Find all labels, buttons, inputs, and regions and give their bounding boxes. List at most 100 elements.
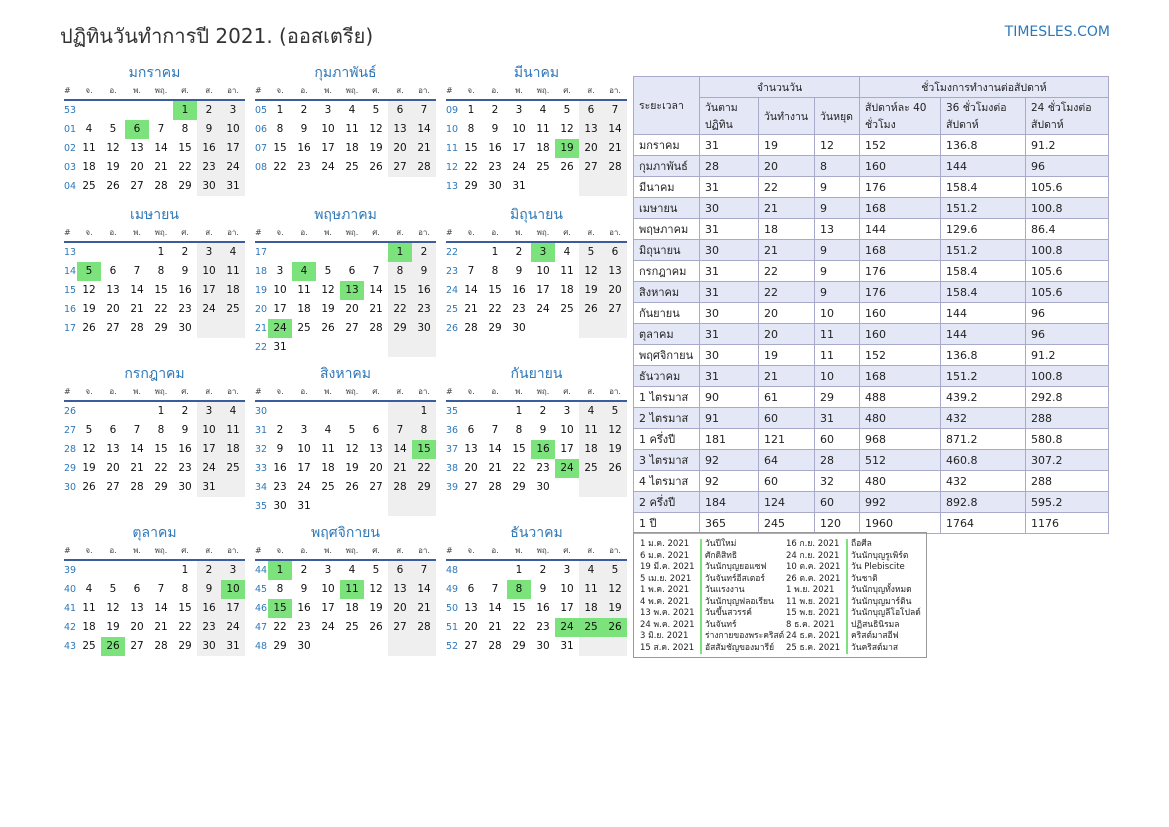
weekday-header: # จ. อ. พ. พฤ. ศ. ส. อา. — [64, 384, 245, 402]
table-cell: 22 — [758, 176, 815, 198]
day-cell: 14 — [603, 120, 627, 139]
weekday-label: อ. — [300, 86, 308, 95]
day-cell: 16 — [512, 284, 526, 296]
day-cell: 14 — [154, 142, 168, 154]
table-cell: 64 — [758, 449, 815, 471]
day-cell: 26 — [369, 161, 383, 173]
day-cell: 26 — [101, 637, 125, 656]
table-cell: 31 — [814, 407, 860, 429]
day-cell — [340, 338, 364, 357]
day-cell: 26 — [106, 180, 120, 192]
day-cell: 21 — [154, 161, 168, 173]
holiday-date: 1 พ.ย. 2021 — [786, 585, 835, 595]
holiday-name: วันนักบุญรูเพิร์ต — [846, 550, 908, 562]
day-cell: 13 — [106, 284, 120, 296]
day-cell: 4 — [563, 246, 571, 258]
day-cell: 2 — [181, 246, 189, 258]
site-link[interactable]: TIMESLES.COM — [1004, 24, 1110, 40]
day-cell: 1 — [515, 405, 523, 417]
table-cell: 60 — [758, 407, 815, 429]
week-row: 21 24 25 26 27 28 29 30 — [255, 319, 436, 338]
day-cell: 14 — [388, 440, 412, 459]
day-cell: 2 — [539, 564, 547, 576]
table-cell: 176 — [859, 260, 941, 282]
day-cell — [364, 243, 388, 262]
weekday-label: ศ. — [372, 387, 380, 396]
holiday-item: 24 พ.ค. 2021 วันจันทร์ — [640, 619, 784, 631]
day-cell: 8 — [157, 424, 165, 436]
day-cell: 26 — [603, 459, 627, 478]
day-cell: 12 — [345, 443, 359, 455]
day-cell: 29 — [488, 322, 502, 334]
day-cell: 11 — [560, 265, 574, 277]
day-cell: 4 — [579, 561, 603, 580]
weekday-label: พฤ. — [345, 387, 359, 396]
day-cell: 9 — [197, 580, 221, 599]
table-cell: 307.2 — [1025, 449, 1109, 471]
day-cell: 31 — [297, 500, 311, 512]
month-calendar: ธันวาคม # จ. อ. พ. พฤ. ศ. ส. อา. 48 1 2 3 4 5 49 6 7 8 9 10 1… — [446, 524, 627, 656]
weekday-label: # — [255, 86, 262, 95]
week-row: 32 9 10 11 12 13 14 15 — [255, 440, 436, 459]
table-cell: 20 — [758, 323, 815, 345]
holiday-column: 16 ก.ย. 2021 ถือศีล 24 ก.ย. 2021 วันนักบุญร… — [786, 539, 921, 654]
holiday-name: วันแรงงาน — [700, 585, 745, 597]
holiday-item: 5 เม.ย. 2021 วันจันทร์อีสเตอร์ — [640, 573, 784, 585]
day-cell: 7 — [388, 421, 412, 440]
day-cell: 4 — [221, 243, 245, 262]
day-cell: 12 — [106, 142, 120, 154]
day-cell: 5 — [372, 104, 380, 116]
day-cell: 2 — [276, 424, 284, 436]
day-cell: 6 — [388, 561, 412, 580]
weekday-label: ศ. — [181, 86, 189, 95]
day-cell: 21 — [464, 303, 478, 315]
th-hours: ชั่วโมงการทำงานต่อสัปดาห์ — [859, 76, 1109, 98]
day-cell: 12 — [603, 421, 627, 440]
day-cell: 27 — [388, 618, 412, 637]
day-cell: 5 — [603, 561, 627, 580]
day-cell — [412, 497, 436, 516]
day-cell — [340, 402, 364, 421]
day-cell: 19 — [321, 303, 335, 315]
day-cell: 3 — [531, 243, 555, 262]
table-cell: 1960 — [859, 512, 941, 534]
week-row: 05 1 2 3 4 5 6 7 — [255, 101, 436, 120]
table-cell: 91.2 — [1025, 344, 1109, 366]
week-number: 22 — [446, 247, 459, 258]
day-cell: 20 — [388, 599, 412, 618]
weekday-label: ศ. — [563, 546, 571, 555]
week-number: 35 — [255, 501, 268, 512]
weekday-label: อา. — [609, 387, 621, 396]
week-number: 26 — [446, 323, 459, 334]
day-cell: 20 — [464, 462, 478, 474]
table-cell: 12 — [814, 134, 860, 156]
table-cell: 61 — [758, 386, 815, 408]
day-cell: 3 — [221, 561, 245, 580]
holiday-item: 15 ส.ค. 2021 อัสสัมชัญของมารีย์ — [640, 642, 784, 654]
weekday-label: อ. — [109, 546, 117, 555]
week-number: 23 — [446, 266, 459, 277]
weekday-label: จ. — [85, 228, 93, 237]
weekday-label: อา. — [609, 228, 621, 237]
day-cell: 28 — [464, 322, 478, 334]
week-number: 35 — [446, 406, 459, 417]
weekday-label: จ. — [276, 86, 284, 95]
table-cell: 11 — [814, 344, 860, 366]
weekday-label: พฤ. — [154, 546, 168, 555]
week-row: 49 6 7 8 9 10 11 12 — [446, 580, 627, 599]
day-cell — [316, 637, 340, 656]
holiday-date: 6 ม.ค. 2021 — [640, 550, 690, 561]
table-cell: 9 — [814, 176, 860, 198]
day-cell: 31 — [221, 637, 245, 656]
th-period: ระยะเวลา — [633, 76, 700, 135]
table-cell: 91 — [699, 407, 759, 429]
day-cell: 21 — [603, 139, 627, 158]
table-row: กุมภาพันธ์ 28 20 8 160 144 96 — [633, 155, 1109, 177]
day-cell: 29 — [412, 478, 436, 497]
holiday-item: 1 พ.ย. 2021 วันนักบุญทั้งหมด — [786, 585, 921, 597]
weekday-label: พฤ. — [536, 546, 550, 555]
month-calendar: กุมภาพันธ์ # จ. อ. พ. พฤ. ศ. ส. อา. 05 1 2 3 4 5 6 7 06 8 9… — [255, 64, 436, 177]
table-cell: 9 — [814, 197, 860, 219]
day-cell: 6 — [348, 265, 356, 277]
day-cell: 27 — [130, 640, 144, 652]
